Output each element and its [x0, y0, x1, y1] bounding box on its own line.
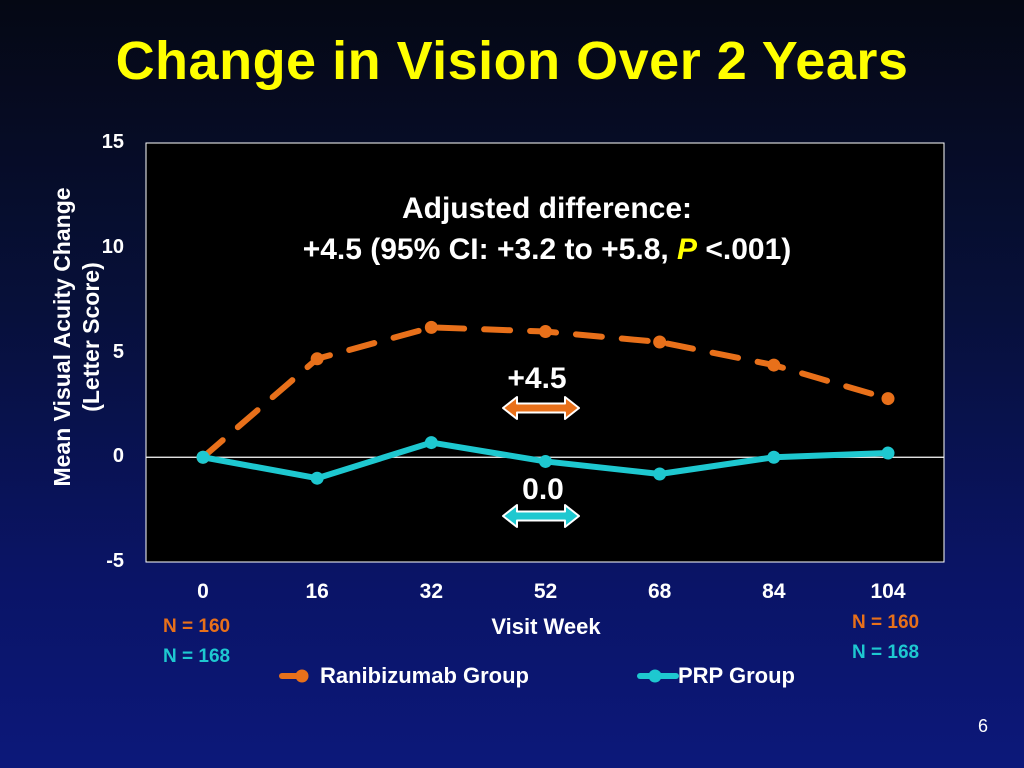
legend-label-ranibizumab: Ranibizumab Group: [320, 663, 529, 688]
y-tick-label: 10: [101, 235, 124, 258]
data-point-ranibizumab: [424, 320, 438, 334]
data-point-prp: [653, 467, 667, 481]
slide-number: 6: [978, 716, 989, 736]
y-tick-label: 0: [112, 445, 124, 468]
x-tick-label: 84: [762, 580, 786, 603]
n-end-prp: N = 168: [852, 642, 920, 663]
plot-area: [145, 142, 945, 563]
x-tick-label: 104: [870, 580, 906, 603]
x-tick-label: 16: [305, 580, 329, 603]
y-tick-label: 5: [112, 340, 124, 363]
double-arrow-prp: [502, 504, 580, 528]
n-end-ranibizumab: N = 160: [852, 612, 920, 633]
data-point-prp: [881, 446, 895, 460]
n-start-prp: N = 168: [163, 646, 231, 667]
x-tick-label: 32: [419, 580, 443, 603]
x-axis-label: Visit Week: [491, 614, 601, 639]
data-point-ranibizumab: [881, 392, 895, 406]
annotation-line2: +4.5 (95% CI: +3.2 to +5.8, P <.001): [303, 233, 792, 266]
annotation-line1: Adjusted difference:: [402, 192, 692, 225]
diff-label-ranibizumab: +4.5: [507, 362, 566, 395]
data-point-prp: [196, 450, 210, 464]
data-point-ranibizumab: [767, 358, 781, 372]
y-tick-label: -5: [106, 550, 124, 572]
x-tick-label: 0: [197, 580, 209, 603]
n-start-ranibizumab: N = 160: [163, 616, 231, 637]
data-point-prp: [539, 454, 552, 468]
legend-marker-prp: [648, 669, 662, 683]
diff-label-prp: 0.0: [522, 473, 564, 506]
data-point-ranibizumab: [539, 325, 552, 339]
data-point-prp: [310, 471, 324, 485]
y-tick-label: 15: [101, 131, 124, 153]
x-tick-label: 52: [533, 580, 558, 603]
slide-title: Change in Vision Over 2 Years: [115, 31, 909, 91]
legend-marker-ranibizumab: [295, 669, 309, 683]
data-point-ranibizumab: [310, 352, 324, 366]
data-point-prp: [424, 436, 438, 450]
x-tick-label: 68: [647, 580, 672, 603]
data-point-ranibizumab: [653, 335, 667, 349]
data-point-prp: [767, 450, 781, 464]
legend-label-prp: PRP Group: [678, 663, 795, 688]
double-arrow-ranibizumab: [502, 396, 580, 420]
